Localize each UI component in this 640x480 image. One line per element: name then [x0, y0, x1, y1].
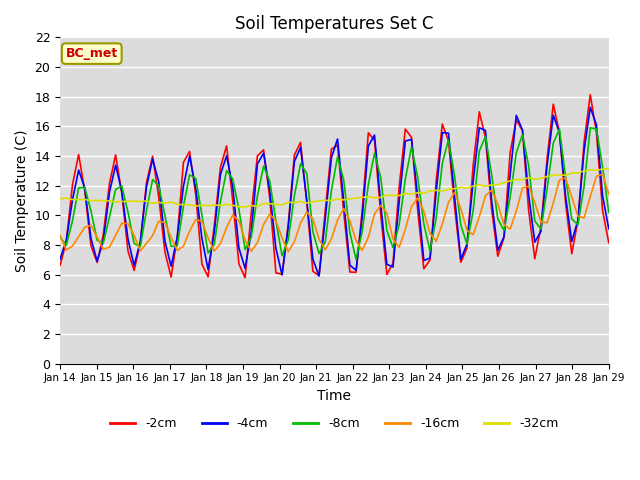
Line: -16cm: -16cm — [60, 174, 609, 252]
-4cm — [445, 130, 452, 136]
Legend: -2cm, -4cm, -8cm, -16cm, -32cm: -2cm, -4cm, -8cm, -16cm, -32cm — [105, 412, 564, 435]
Y-axis label: Soil Temperature (C): Soil Temperature (C) — [15, 129, 29, 272]
-2cm — [131, 267, 138, 273]
-32cm — [131, 198, 138, 204]
-4cm — [518, 127, 526, 133]
-4cm — [316, 273, 323, 279]
-2cm — [531, 256, 539, 262]
X-axis label: Time: Time — [317, 389, 351, 403]
-16cm — [531, 200, 539, 205]
-16cm — [131, 232, 138, 238]
-8cm — [605, 210, 612, 216]
-32cm — [445, 186, 452, 192]
-32cm — [223, 202, 230, 207]
-8cm — [518, 132, 526, 137]
-32cm — [518, 177, 526, 182]
-8cm — [531, 218, 539, 224]
-2cm — [223, 143, 230, 149]
Title: Soil Temperatures Set C: Soil Temperatures Set C — [236, 15, 434, 33]
-8cm — [352, 256, 360, 262]
-4cm — [131, 263, 138, 268]
-4cm — [56, 256, 64, 262]
-32cm — [241, 204, 249, 210]
-16cm — [518, 185, 526, 191]
Text: BC_met: BC_met — [66, 47, 118, 60]
-4cm — [593, 122, 600, 128]
-32cm — [531, 176, 539, 182]
-2cm — [605, 240, 612, 246]
-8cm — [445, 137, 452, 143]
-16cm — [605, 192, 612, 197]
Line: -32cm: -32cm — [60, 168, 609, 207]
-2cm — [241, 275, 249, 281]
Line: -4cm: -4cm — [60, 108, 609, 276]
Line: -8cm: -8cm — [60, 128, 609, 259]
-16cm — [445, 199, 452, 205]
-4cm — [223, 153, 230, 159]
-16cm — [284, 249, 292, 254]
-16cm — [56, 233, 64, 239]
-8cm — [593, 126, 600, 132]
-4cm — [605, 226, 612, 231]
-2cm — [586, 92, 594, 97]
-16cm — [223, 225, 230, 230]
-16cm — [586, 194, 594, 200]
-4cm — [586, 105, 594, 110]
-2cm — [593, 130, 600, 135]
-8cm — [131, 240, 138, 246]
-16cm — [599, 171, 607, 177]
-2cm — [445, 138, 452, 144]
Line: -2cm: -2cm — [60, 95, 609, 278]
-2cm — [56, 262, 64, 268]
-8cm — [223, 168, 230, 174]
-32cm — [56, 196, 64, 202]
-32cm — [605, 166, 612, 171]
-2cm — [518, 128, 526, 133]
-4cm — [531, 239, 539, 245]
-8cm — [586, 125, 594, 131]
-32cm — [586, 167, 594, 173]
-8cm — [56, 235, 64, 240]
